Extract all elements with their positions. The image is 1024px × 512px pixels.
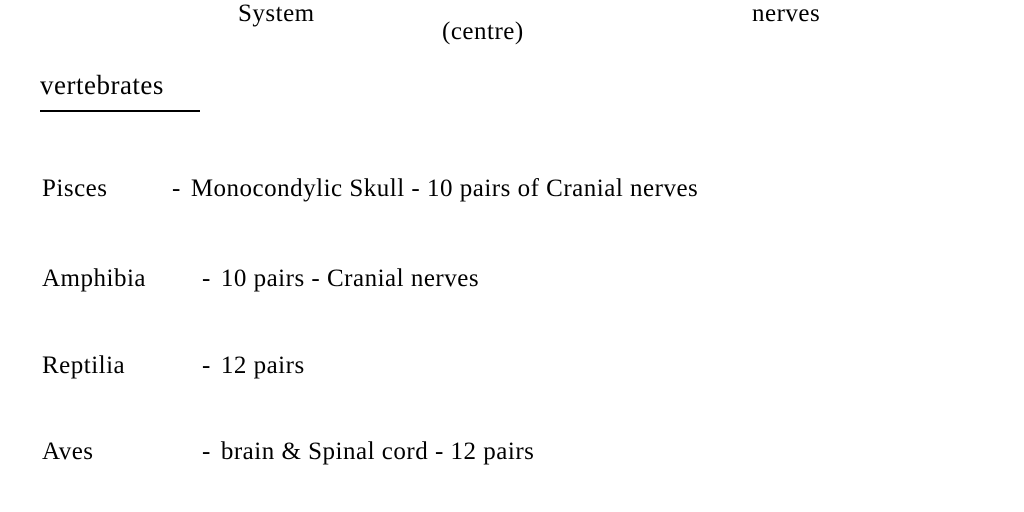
note-row-3: Aves - brain & Spinal cord - 12 pairs: [42, 438, 534, 466]
row-label: Pisces: [42, 175, 162, 203]
row-dash: -: [192, 438, 221, 466]
row-dash: -: [192, 265, 221, 293]
fragment-system: System: [238, 0, 315, 28]
fragment-nerves: nerves: [752, 0, 820, 28]
note-row-0: Pisces - Monocondylic Skull - 10 pairs o…: [42, 175, 698, 203]
row-text: 10 pairs - Cranial nerves: [221, 265, 479, 292]
row-label: Amphibia: [42, 265, 192, 293]
row-text: brain & Spinal cord - 12 pairs: [221, 438, 535, 465]
row-label: Aves: [42, 438, 192, 466]
heading-underline: [40, 110, 200, 112]
row-dash: -: [162, 175, 191, 203]
row-dash: -: [192, 352, 221, 380]
row-text: 12 pairs: [221, 352, 305, 379]
heading-vertebrates: vertebrates: [40, 70, 164, 101]
note-row-1: Amphibia - 10 pairs - Cranial nerves: [42, 265, 479, 293]
fragment-centre: (centre): [442, 18, 524, 46]
note-row-2: Reptilia - 12 pairs: [42, 352, 305, 380]
row-text: Monocondylic Skull - 10 pairs of Cranial…: [191, 175, 698, 202]
row-label: Reptilia: [42, 352, 192, 380]
